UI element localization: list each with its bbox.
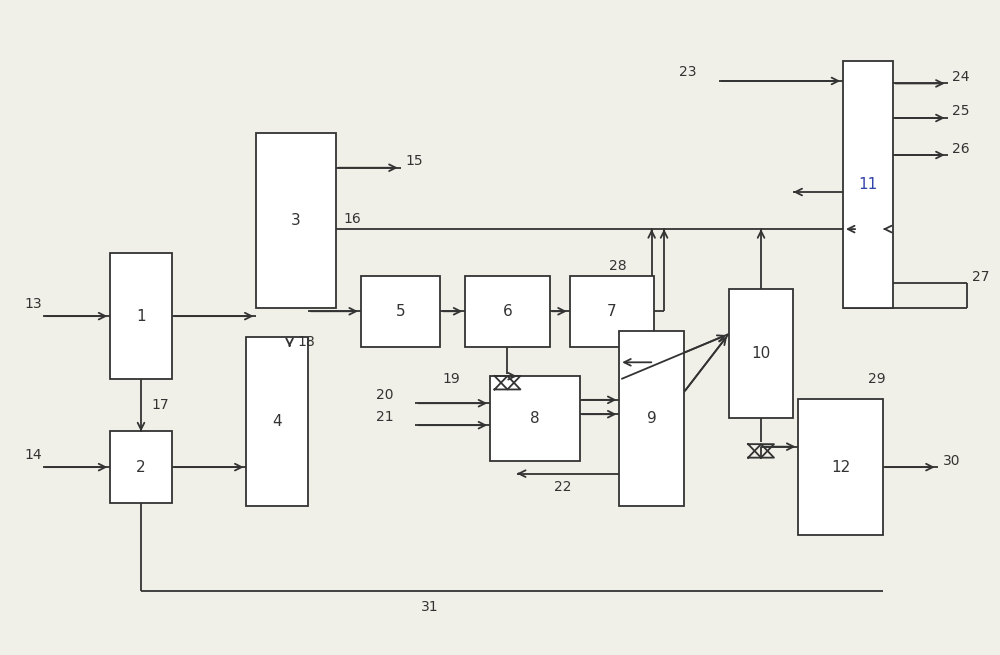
Text: 1: 1 xyxy=(136,309,146,324)
Bar xyxy=(110,432,172,503)
Text: 9: 9 xyxy=(647,411,657,426)
Text: 27: 27 xyxy=(972,270,990,284)
Bar xyxy=(246,337,308,506)
Bar xyxy=(843,61,893,308)
Text: 18: 18 xyxy=(298,335,315,349)
Text: 23: 23 xyxy=(679,65,697,79)
Text: 14: 14 xyxy=(25,449,42,462)
Bar xyxy=(729,289,793,419)
Text: 26: 26 xyxy=(952,141,970,155)
Text: 5: 5 xyxy=(396,304,405,319)
Text: 12: 12 xyxy=(831,460,850,475)
Text: 17: 17 xyxy=(151,398,169,413)
Text: 31: 31 xyxy=(420,600,438,614)
Bar xyxy=(619,331,684,506)
Text: 6: 6 xyxy=(503,304,512,319)
Bar xyxy=(465,276,550,347)
Text: 21: 21 xyxy=(376,411,393,424)
Text: 7: 7 xyxy=(607,304,617,319)
Text: 22: 22 xyxy=(554,479,572,494)
Text: 20: 20 xyxy=(376,388,393,402)
Text: 19: 19 xyxy=(443,373,461,386)
Bar xyxy=(256,133,336,308)
Bar xyxy=(361,276,440,347)
Text: 13: 13 xyxy=(25,297,42,311)
Bar xyxy=(490,376,580,460)
Text: 11: 11 xyxy=(858,177,878,192)
Text: 30: 30 xyxy=(943,454,960,468)
Text: 10: 10 xyxy=(751,346,771,361)
Text: 25: 25 xyxy=(952,105,970,119)
Text: 29: 29 xyxy=(868,373,886,386)
Text: 4: 4 xyxy=(272,414,282,429)
Bar xyxy=(570,276,654,347)
Text: 15: 15 xyxy=(406,154,423,168)
Text: 16: 16 xyxy=(344,212,362,226)
Bar xyxy=(110,253,172,379)
Text: 28: 28 xyxy=(609,259,627,272)
Bar xyxy=(798,399,883,535)
Text: 8: 8 xyxy=(530,411,540,426)
Text: 2: 2 xyxy=(136,460,146,475)
Text: 3: 3 xyxy=(291,213,301,228)
Text: 24: 24 xyxy=(952,70,970,84)
